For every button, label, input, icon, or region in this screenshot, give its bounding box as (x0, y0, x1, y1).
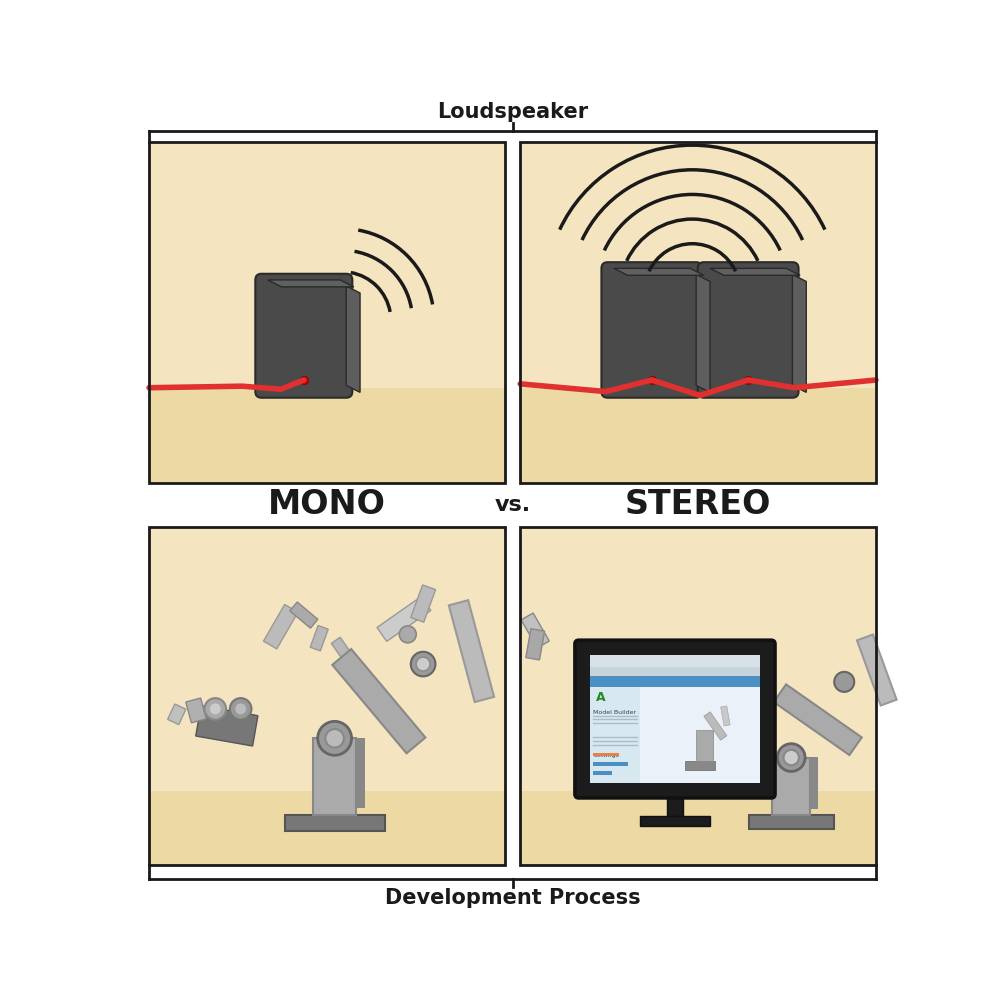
Bar (593, 762, 628, 766)
Bar (590, 676, 760, 687)
Text: A: A (596, 691, 605, 704)
FancyBboxPatch shape (601, 262, 702, 398)
FancyBboxPatch shape (255, 274, 352, 398)
Polygon shape (704, 712, 727, 740)
Bar (749, 815, 834, 829)
Circle shape (318, 721, 352, 755)
Bar (593, 771, 612, 775)
Bar (520, 142, 876, 388)
Circle shape (411, 652, 435, 676)
Text: MONO: MONO (268, 488, 386, 522)
Polygon shape (411, 585, 436, 622)
Bar (520, 791, 876, 865)
Bar (313, 738, 356, 815)
Text: STEREO: STEREO (625, 488, 771, 522)
Bar (520, 527, 876, 791)
Polygon shape (168, 704, 186, 725)
Bar (520, 527, 876, 865)
Bar (810, 757, 818, 809)
Circle shape (205, 698, 226, 720)
Bar (149, 142, 505, 483)
Polygon shape (196, 706, 258, 746)
Polygon shape (857, 635, 897, 705)
Bar (149, 142, 505, 388)
Polygon shape (310, 626, 328, 651)
Polygon shape (696, 275, 710, 392)
Bar (685, 761, 715, 770)
Bar (520, 142, 876, 483)
Bar (640, 816, 710, 826)
Bar (593, 753, 619, 756)
Polygon shape (290, 602, 318, 628)
FancyBboxPatch shape (698, 262, 799, 398)
FancyBboxPatch shape (575, 640, 775, 798)
Text: Development Process: Development Process (385, 888, 640, 908)
Polygon shape (721, 706, 730, 726)
Bar (149, 527, 505, 791)
Polygon shape (268, 280, 354, 287)
Polygon shape (614, 268, 704, 275)
Polygon shape (332, 649, 425, 753)
Bar (666, 794, 683, 816)
Polygon shape (263, 604, 298, 649)
Circle shape (325, 729, 344, 748)
Polygon shape (521, 613, 549, 648)
Circle shape (834, 672, 854, 692)
Polygon shape (331, 637, 353, 662)
Polygon shape (909, 639, 925, 665)
Bar (149, 388, 505, 483)
Text: Settings: Settings (593, 753, 619, 758)
Polygon shape (449, 600, 494, 702)
Circle shape (235, 703, 247, 715)
Bar (590, 655, 760, 783)
Bar (520, 388, 876, 483)
Bar (285, 815, 385, 831)
Circle shape (209, 703, 221, 715)
Circle shape (230, 698, 251, 720)
Polygon shape (792, 275, 806, 392)
Bar (590, 667, 760, 676)
Bar (149, 791, 505, 865)
Bar (772, 758, 810, 815)
Circle shape (784, 750, 799, 765)
Polygon shape (774, 684, 862, 755)
Bar (149, 527, 505, 865)
Bar (590, 687, 640, 783)
Bar (696, 730, 713, 761)
Polygon shape (186, 698, 206, 723)
Polygon shape (710, 268, 800, 275)
Bar (590, 655, 760, 667)
Circle shape (416, 657, 430, 671)
Circle shape (777, 744, 805, 771)
Polygon shape (377, 597, 431, 641)
Bar (356, 738, 365, 808)
Text: Model Builder: Model Builder (593, 710, 636, 715)
Polygon shape (346, 286, 360, 392)
Text: vs.: vs. (494, 495, 531, 515)
Polygon shape (526, 629, 545, 660)
Circle shape (399, 626, 416, 643)
Text: Loudspeaker: Loudspeaker (437, 102, 588, 122)
